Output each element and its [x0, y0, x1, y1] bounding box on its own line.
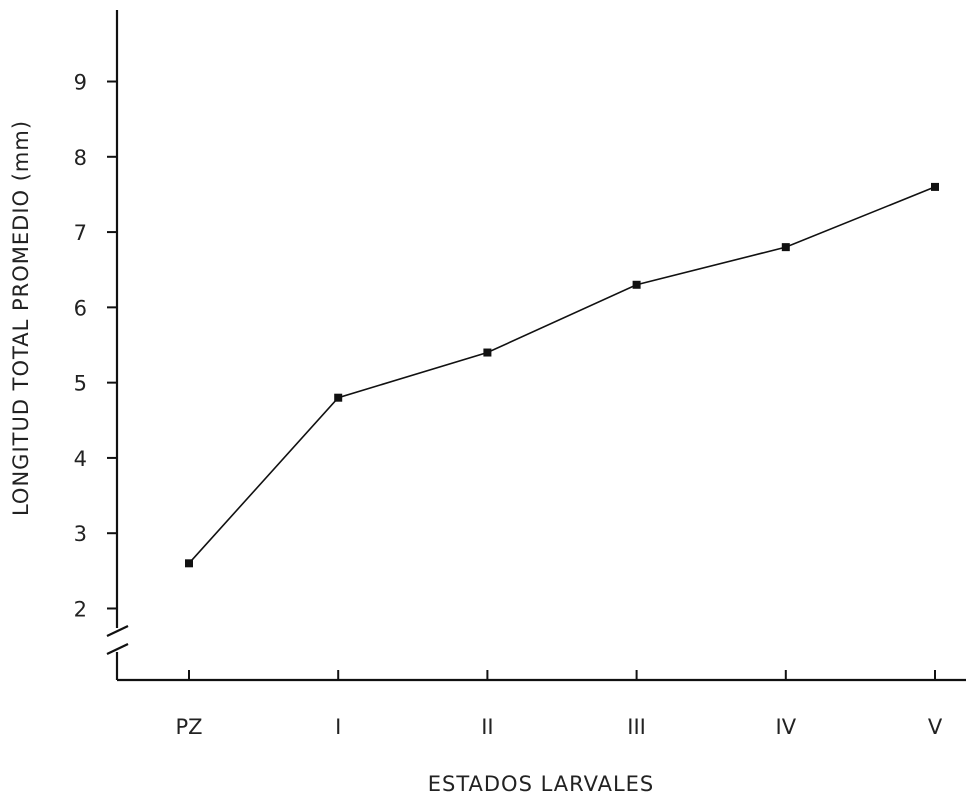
- x-tick-label: V: [928, 715, 943, 739]
- y-tick-label: 5: [74, 372, 87, 396]
- axis-break-mark: [106, 625, 129, 655]
- data-point: [185, 559, 193, 568]
- data-point: [483, 348, 492, 357]
- series-line: [188, 186, 936, 564]
- data-point: [931, 182, 939, 191]
- x-tick-label: I: [335, 715, 341, 739]
- x-tick-label: IV: [776, 715, 797, 739]
- x-tick-label: PZ: [175, 715, 202, 739]
- series: [185, 182, 939, 568]
- axes: [106, 10, 966, 682]
- y-axis-title: LONGITUD TOTAL PROMEDIO (mm): [9, 120, 33, 516]
- x-axis-title: ESTADOS LARVALES: [428, 772, 655, 796]
- y-tick-label: 9: [74, 71, 87, 95]
- x-tick-label: II: [481, 715, 493, 739]
- data-point: [632, 280, 641, 289]
- x-ticks: PZ I II III IV V: [175, 670, 943, 739]
- y-tick-label: 2: [74, 597, 87, 621]
- y-tick-label: 8: [74, 146, 87, 170]
- x-tick-label: III: [627, 715, 646, 739]
- y-tick-label: 4: [74, 447, 87, 471]
- y-tick-label: 7: [74, 221, 87, 245]
- data-point: [334, 393, 343, 402]
- y-tick-label: 6: [74, 296, 87, 320]
- y-ticks: 2 3 4 5 6 7 8 9: [74, 71, 117, 621]
- data-point: [781, 243, 790, 252]
- y-tick-label: 3: [74, 522, 87, 546]
